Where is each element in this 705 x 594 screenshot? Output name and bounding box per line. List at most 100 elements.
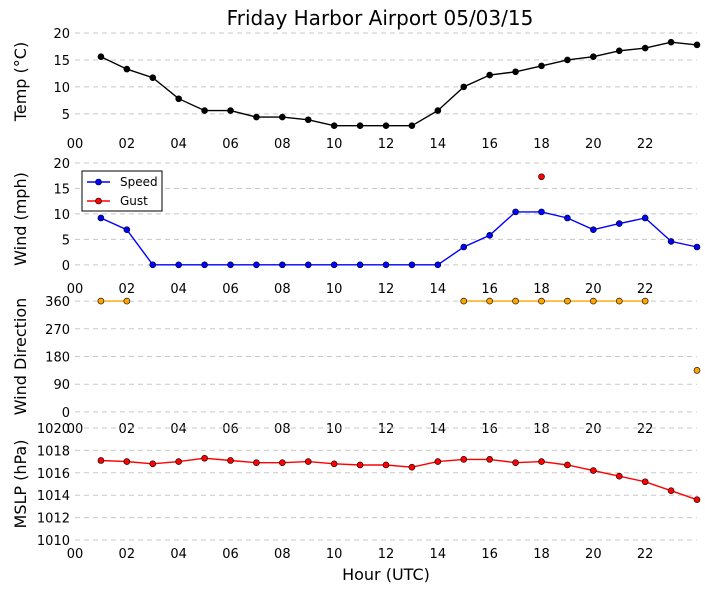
data-point xyxy=(667,487,675,495)
data-point xyxy=(434,458,442,465)
x-tick-label: 16 xyxy=(481,547,498,562)
data-point xyxy=(227,107,234,114)
x-tick-label: 12 xyxy=(378,282,395,297)
data-point xyxy=(460,456,468,463)
data-point xyxy=(123,297,131,305)
y-tick-label: 0 xyxy=(62,259,70,274)
data-point xyxy=(330,460,338,468)
data-point xyxy=(356,461,364,469)
x-tick-label: 20 xyxy=(585,422,602,437)
series-line xyxy=(100,211,698,266)
y-tick-label: 20 xyxy=(53,157,70,172)
data-point xyxy=(304,116,312,124)
data-point xyxy=(279,113,286,121)
data-point xyxy=(330,122,338,129)
x-tick-label: 00 xyxy=(67,547,84,562)
data-point xyxy=(460,297,468,305)
x-tick-label: 02 xyxy=(119,547,136,562)
y-tick-label: 1016 xyxy=(37,467,70,482)
data-point xyxy=(175,261,182,269)
data-point xyxy=(564,214,571,222)
data-point xyxy=(693,367,701,374)
x-tick-label: 18 xyxy=(533,422,550,437)
data-point xyxy=(97,457,105,464)
y-tick-label: 360 xyxy=(45,295,70,310)
y-tick-label: 1018 xyxy=(37,444,70,459)
chart-title: Friday Harbor Airport 05/03/15 xyxy=(227,6,534,30)
x-tick-label: 12 xyxy=(378,547,395,562)
series-line xyxy=(100,41,698,127)
x-tick-label: 06 xyxy=(222,547,239,562)
data-point xyxy=(590,53,597,61)
data-point xyxy=(460,243,468,251)
data-point xyxy=(227,261,234,269)
x-tick-label: 14 xyxy=(430,137,447,152)
data-point xyxy=(201,107,208,114)
data-point xyxy=(486,71,493,79)
data-point xyxy=(693,496,701,503)
x-tick-label: 10 xyxy=(326,282,343,297)
data-point xyxy=(149,460,157,468)
data-point xyxy=(175,458,182,465)
y-tick-label: 20 xyxy=(53,27,70,42)
data-point xyxy=(615,47,623,55)
x-tick-label: 12 xyxy=(378,137,395,152)
data-point xyxy=(564,297,571,305)
y-axis-label: Wind (mph) xyxy=(11,172,30,266)
x-tick-label: 14 xyxy=(430,422,447,437)
data-point xyxy=(408,261,416,269)
data-point xyxy=(434,107,442,114)
data-point xyxy=(538,458,545,465)
data-point xyxy=(693,41,701,49)
data-point xyxy=(304,458,312,465)
panel-0: 5 10 15 20 00 02 04 06 08 10 12 14 16 18 20 22 Temp (°C) xyxy=(11,27,701,152)
panel-2: 0 90 180 270 360 00 02 04 06 08 10 12 14 16 18 20 22 Wind… xyxy=(11,295,701,437)
data-point xyxy=(123,458,131,465)
data-point xyxy=(227,457,234,464)
data-point xyxy=(97,297,105,305)
x-tick-label: 20 xyxy=(585,547,602,562)
data-point xyxy=(382,122,390,129)
data-point xyxy=(641,478,649,486)
y-tick-label: 1014 xyxy=(37,489,70,504)
y-axis-label: MSLP (hPa) xyxy=(11,440,30,529)
x-tick-label: 18 xyxy=(533,547,550,562)
data-point xyxy=(615,297,623,305)
y-tick-label: 10 xyxy=(53,81,70,96)
x-tick-label: 08 xyxy=(274,422,291,437)
y-tick-label: 10 xyxy=(53,208,70,223)
series-line xyxy=(100,457,698,501)
data-point xyxy=(408,463,416,471)
data-point xyxy=(253,261,260,269)
x-tick-label: 06 xyxy=(222,282,239,297)
y-tick-label: 270 xyxy=(45,323,70,338)
data-point xyxy=(486,456,493,463)
data-point xyxy=(486,297,493,305)
y-axis-label: Wind Direction xyxy=(11,298,30,416)
x-tick-label: 22 xyxy=(637,422,654,437)
data-point xyxy=(434,261,442,269)
legend-box xyxy=(81,170,163,212)
data-point xyxy=(590,226,597,233)
y-tick-label: 5 xyxy=(62,108,70,123)
x-tick-label: 04 xyxy=(170,137,187,152)
y-tick-label: 0 xyxy=(62,406,70,421)
x-tick-label: 08 xyxy=(274,137,291,152)
data-point xyxy=(330,261,338,269)
y-tick-label: 5 xyxy=(62,233,70,248)
data-point xyxy=(382,261,390,269)
data-point xyxy=(538,62,545,70)
legend-marker xyxy=(95,178,102,186)
y-tick-label: 180 xyxy=(45,351,70,366)
data-point xyxy=(641,44,649,52)
y-axis-label: Temp (°C) xyxy=(11,42,30,122)
data-point xyxy=(538,208,545,216)
x-tick-label: 16 xyxy=(481,422,498,437)
data-point xyxy=(641,214,649,222)
data-point xyxy=(356,122,364,129)
panel-1: 0 5 10 15 20 00 02 04 06 08 10 12 14 16 18 20 22 Wind (mp… xyxy=(11,157,701,297)
data-point xyxy=(201,261,208,269)
x-tick-label: 00 xyxy=(67,137,84,152)
